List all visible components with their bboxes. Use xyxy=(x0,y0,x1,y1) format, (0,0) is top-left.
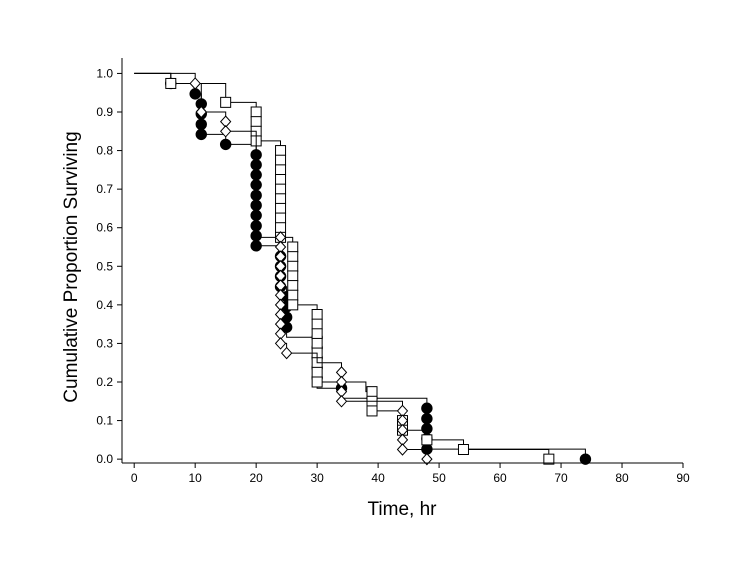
data-point-square xyxy=(275,145,287,157)
data-point-diamond xyxy=(421,452,433,466)
data-point-square xyxy=(543,453,555,465)
data-point-square xyxy=(275,154,287,166)
y-axis-title: Cumulative Proportion Surviving xyxy=(61,131,82,402)
data-point-circle xyxy=(195,118,207,131)
data-point-square xyxy=(311,318,323,330)
data-point-square xyxy=(287,299,299,311)
data-point-square xyxy=(287,289,299,301)
data-point-diamond xyxy=(280,346,293,360)
y-tick-label: 0.7 xyxy=(96,182,113,196)
data-point-circle xyxy=(189,88,201,100)
x-tick-label: 70 xyxy=(554,471,568,485)
x-tick-label: 90 xyxy=(676,471,690,485)
y-tick-label: 0.4 xyxy=(96,298,113,312)
y-tick-label: 0.0 xyxy=(96,452,113,466)
x-tick-label: 30 xyxy=(310,471,324,485)
x-tick-label: 0 xyxy=(131,471,138,485)
data-point-circle xyxy=(219,138,232,151)
data-point-diamond xyxy=(396,443,409,456)
data-point-circle xyxy=(421,412,433,425)
data-point-square xyxy=(311,309,323,320)
data-point-square xyxy=(311,337,323,349)
data-point-square xyxy=(287,260,299,272)
data-point-diamond xyxy=(189,77,201,90)
data-point-diamond xyxy=(195,105,207,119)
x-axis-title: Time, hr xyxy=(368,499,438,520)
data-point-square xyxy=(287,280,299,292)
y-tick-label: 1.0 xyxy=(96,66,113,80)
data-point-diamond xyxy=(219,125,232,138)
x-tick-label: 80 xyxy=(615,471,629,485)
y-tick-label: 0.6 xyxy=(96,221,113,235)
data-point-square xyxy=(366,405,378,417)
data-point-square xyxy=(275,183,287,195)
data-point-diamond xyxy=(335,395,348,408)
data-point-square xyxy=(250,116,262,128)
series-0 xyxy=(134,72,592,465)
data-point-square xyxy=(311,366,323,378)
y-tick-label: 0.8 xyxy=(96,144,113,158)
data-point-square xyxy=(275,193,287,205)
series-group xyxy=(134,72,592,466)
data-point-square xyxy=(311,376,323,388)
data-point-square xyxy=(311,328,323,340)
data-point-square xyxy=(287,251,299,263)
data-point-square xyxy=(275,202,287,214)
x-tick-label: 60 xyxy=(493,471,507,485)
data-point-square xyxy=(275,174,287,185)
data-point-square xyxy=(250,106,262,118)
data-point-circle xyxy=(421,402,433,414)
x-tick-label: 50 xyxy=(432,471,446,485)
axes-group: 0 10 20 30 40 50 60 70 80 90 0.0 0.1 0.2 0.3 0.4 0.5 0.6… xyxy=(96,58,690,485)
data-point-circle xyxy=(195,128,207,141)
y-tick-label: 0.2 xyxy=(96,375,113,389)
series-2 xyxy=(134,72,433,466)
data-point-square xyxy=(165,77,177,89)
x-tick-label: 10 xyxy=(188,471,202,485)
y-tick-label: 0.1 xyxy=(96,414,113,428)
data-point-circle xyxy=(250,240,262,252)
data-point-square xyxy=(275,212,287,224)
data-point-square xyxy=(457,444,469,455)
y-tick-label: 0.3 xyxy=(96,336,113,350)
x-tick-label: 40 xyxy=(371,471,385,485)
y-tick-label: 0.9 xyxy=(96,105,113,119)
data-point-diamond xyxy=(274,337,287,350)
data-point-square xyxy=(287,270,299,282)
data-point-square xyxy=(366,386,378,398)
y-tick-label: 0.5 xyxy=(96,259,113,273)
data-point-circle xyxy=(579,453,592,465)
data-point-square xyxy=(421,434,433,446)
data-point-square xyxy=(220,96,232,108)
data-point-square xyxy=(287,241,299,253)
data-point-square xyxy=(275,164,287,176)
x-tick-label: 20 xyxy=(249,471,263,485)
